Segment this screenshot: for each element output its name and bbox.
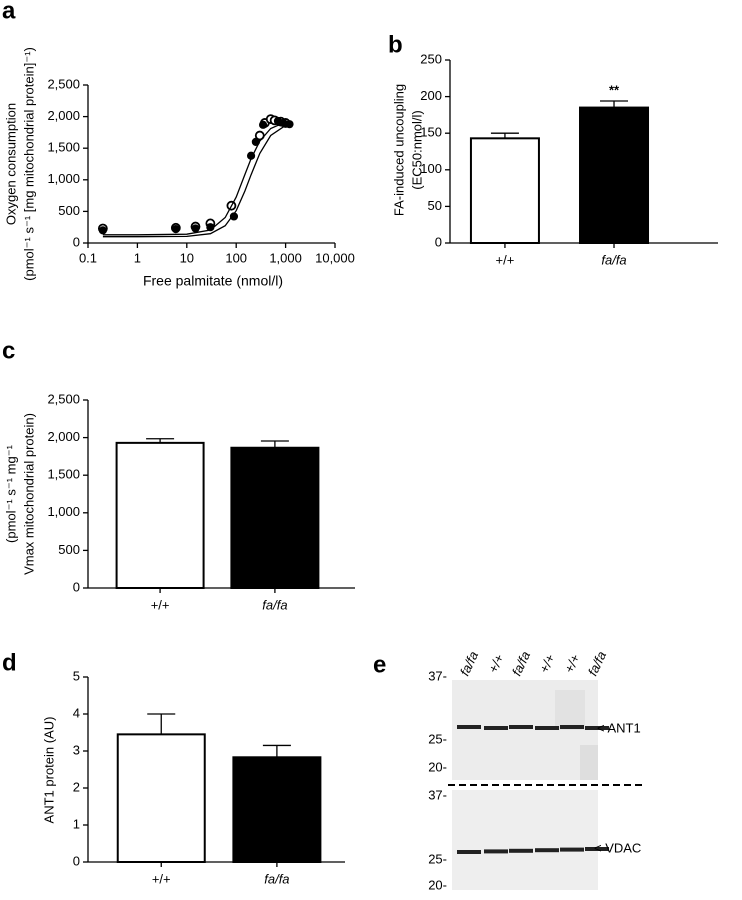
y-tick-label: 2,500: [47, 391, 80, 406]
y-tick-label: 4: [73, 705, 80, 720]
y-axis-label: Oxygen consumption: [3, 103, 18, 225]
x-tick-label: 10,000: [315, 250, 355, 265]
size-marker: 37-: [428, 668, 447, 683]
panel-letter: b: [388, 31, 403, 58]
y-axis-label: (pmol⁻¹ s⁻¹ mg⁻¹: [3, 444, 18, 543]
x-tick-label: +/+: [152, 871, 171, 886]
lane-label: +/+: [561, 651, 583, 675]
x-tick-label: 1: [134, 250, 141, 265]
band: [484, 849, 508, 854]
panel-letter: c: [2, 337, 15, 364]
y-tick-label: 0: [435, 234, 442, 249]
band-label: < VDAC: [594, 840, 641, 855]
x-tick-label: fa/fa: [262, 597, 287, 612]
x-tick-label: +/+: [496, 252, 515, 267]
band: [457, 850, 481, 854]
bar: [232, 756, 322, 863]
y-axis-label: (pmol⁻¹ s⁻¹ [mg mitochondrial protein]⁻¹…: [21, 47, 36, 281]
blot-smudge: [555, 690, 585, 730]
y-tick-label: 200: [420, 88, 442, 103]
band: [560, 847, 584, 852]
blot-membrane: [452, 790, 598, 890]
panel-letter: e: [373, 651, 386, 678]
x-tick-label: +/+: [151, 597, 170, 612]
lane-label: +/+: [485, 651, 507, 675]
fit-curve: [102, 121, 286, 236]
y-tick-label: 500: [58, 203, 80, 218]
x-axis-label: Free palmitate (nmol/l): [143, 273, 283, 289]
blot-smudge: [580, 745, 598, 780]
band: [585, 847, 609, 851]
band: [509, 725, 533, 729]
size-marker: 37-: [428, 787, 447, 802]
x-tick-label: 0.1: [79, 250, 97, 265]
bar: [115, 441, 205, 590]
bar: [116, 733, 206, 863]
y-tick-label: 2,000: [47, 108, 80, 123]
y-tick-label: 1,500: [47, 140, 80, 155]
panel-letter: a: [2, 0, 16, 24]
bar: [579, 106, 650, 244]
y-axis-label: ANT1 protein (AU): [41, 717, 56, 824]
y-tick-label: 0: [73, 579, 80, 594]
y-tick-label: 500: [58, 542, 80, 557]
size-marker: 25-: [428, 731, 447, 746]
bar: [230, 446, 320, 590]
data-point: [258, 120, 268, 129]
y-tick-label: 3: [73, 742, 80, 757]
y-tick-label: 2,000: [47, 429, 80, 444]
y-axis-label: FA-induced uncoupling: [391, 84, 406, 216]
data-point: [191, 224, 200, 233]
lane-label: fa/fa: [457, 649, 481, 678]
x-tick-label: 10: [180, 250, 194, 265]
band-label: < ANT1: [597, 720, 641, 735]
y-tick-label: 250: [420, 51, 442, 66]
lane-label: fa/fa: [585, 649, 609, 678]
band: [585, 726, 609, 730]
x-tick-label: 1,000: [269, 250, 302, 265]
size-marker: 25-: [428, 851, 447, 866]
y-tick-label: 100: [420, 161, 442, 176]
x-tick-label: fa/fa: [601, 252, 626, 267]
fit-curve: [102, 124, 286, 238]
y-tick-label: 2: [73, 779, 80, 794]
lane-label: +/+: [536, 651, 558, 675]
significance: **: [609, 82, 620, 97]
band: [484, 726, 508, 730]
y-tick-label: 2,500: [47, 76, 80, 91]
y-axis-label: (EC50:nmol/l): [409, 110, 424, 189]
size-marker: 20-: [428, 759, 447, 774]
band: [457, 725, 481, 729]
y-axis-label: Vmax mitochondrial protein): [21, 413, 36, 575]
band: [509, 848, 533, 853]
band: [535, 848, 559, 853]
lane-label: fa/fa: [509, 649, 533, 678]
y-tick-label: 50: [428, 198, 442, 213]
y-tick-label: 150: [420, 125, 442, 140]
y-tick-label: 1,500: [47, 467, 80, 482]
data-point: [285, 120, 294, 129]
band: [535, 726, 559, 730]
blot: [448, 680, 642, 890]
y-tick-label: 0: [73, 853, 80, 868]
y-tick-label: 0: [73, 234, 80, 249]
y-tick-label: 5: [73, 668, 80, 683]
y-tick-label: 1: [73, 816, 80, 831]
panel-letter: d: [2, 649, 17, 676]
data-point: [171, 224, 180, 234]
size-marker: 20-: [428, 877, 447, 892]
data-point: [98, 226, 107, 235]
x-tick-label: fa/fa: [264, 871, 289, 886]
y-tick-label: 1,000: [47, 171, 80, 186]
x-tick-label: 100: [225, 250, 247, 265]
band: [560, 725, 584, 729]
bar: [469, 137, 540, 245]
y-tick-label: 1,000: [47, 504, 80, 519]
